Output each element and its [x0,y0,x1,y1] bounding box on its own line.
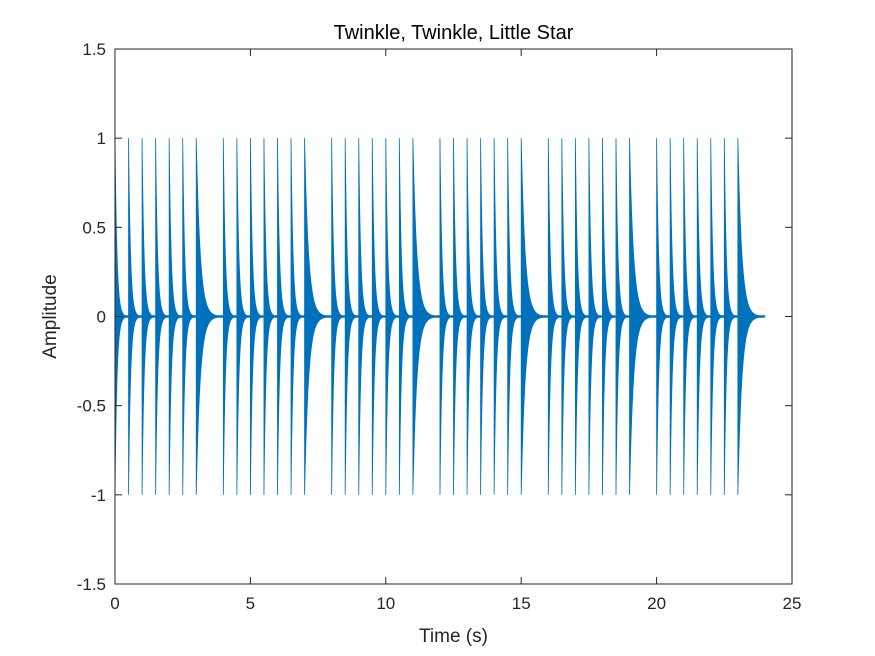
y-tick-label: -0.5 [77,397,106,416]
y-tick-label: 0.5 [82,218,106,237]
x-tick-label: 15 [512,594,531,613]
x-tick-label: 25 [783,594,802,613]
x-tick-label: 5 [246,594,255,613]
x-tick-label: 20 [647,594,666,613]
y-tick-label: 1 [97,129,106,148]
axes-layer: 0 5 10 15 20 25 -1.5 -1 -0.5 0 0.5 1 1.5 [77,40,802,613]
y-tick-label: -1.5 [77,575,106,594]
x-axis-label: Time (s) [419,626,488,647]
x-tick-label: 0 [110,594,119,613]
y-tick-label: 0 [97,308,106,327]
y-tick-label: 1.5 [82,40,106,59]
y-axis-label: Amplitude [40,274,61,359]
chart-title: Twinkle, Twinkle, Little Star [334,22,574,44]
y-tick-label: -1 [91,486,106,505]
waveform-layer [114,138,766,495]
x-tick-label: 10 [376,594,395,613]
